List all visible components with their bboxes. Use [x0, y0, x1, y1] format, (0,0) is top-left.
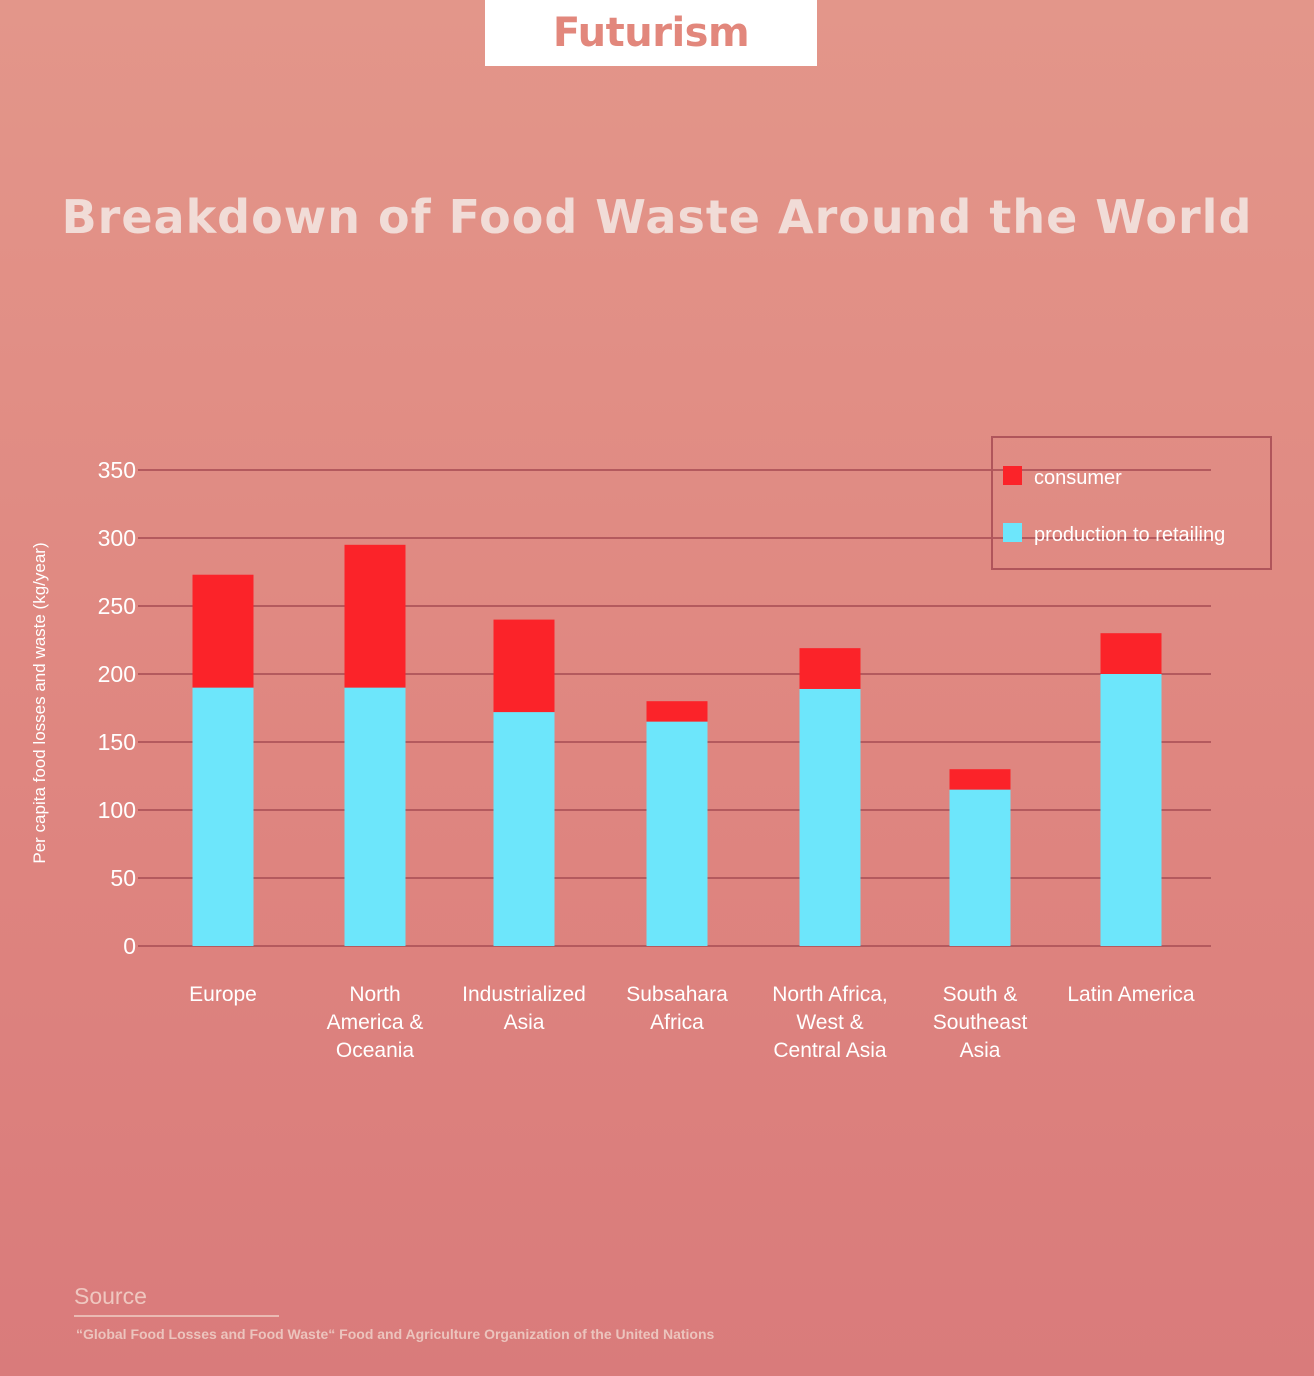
x-category-label-line: Oceania — [336, 1039, 415, 1062]
logo-text: Futurism — [552, 10, 750, 56]
x-category-label-line: Industrialized — [462, 983, 586, 1006]
x-category-label-line: Latin America — [1067, 983, 1195, 1006]
x-category-label: Industrialized Asia — [462, 983, 586, 1034]
legend-swatch-production — [1003, 523, 1022, 542]
bar-production — [799, 688, 861, 946]
y-axis-label: Per capita food losses and waste (kg/yea… — [30, 542, 49, 863]
y-tick-label: 350 — [98, 457, 136, 483]
x-category-label-line: Asia — [504, 1011, 545, 1034]
x-category-label: South & Southeast Asia — [933, 983, 1028, 1062]
x-category-label: Latin America — [1067, 983, 1195, 1006]
source-divider — [74, 1315, 279, 1317]
legend-label: consumer — [1034, 467, 1122, 489]
bar-production — [646, 721, 708, 946]
legend-swatch-consumer — [1003, 466, 1022, 485]
x-category-label-line: Subsahara — [626, 983, 728, 1006]
y-tick-label: 250 — [98, 593, 136, 619]
bar-consumer — [949, 769, 1011, 790]
x-category-label-line: South & — [943, 983, 1018, 1006]
x-category-label-line: West & — [796, 1011, 863, 1034]
legend-box — [991, 436, 1272, 570]
y-tick-label: 150 — [98, 729, 136, 755]
y-tick-label: 0 — [123, 933, 136, 959]
x-category-label-line: Central Asia — [773, 1039, 887, 1062]
bar-consumer — [344, 544, 406, 688]
x-category-label-line: Asia — [960, 1039, 1001, 1062]
bar-consumer — [646, 701, 708, 722]
source-label: Source — [74, 1283, 147, 1309]
bar-consumer — [799, 648, 861, 689]
x-category-label-line: North Africa, — [772, 983, 888, 1006]
x-category-label-line: North — [349, 983, 400, 1006]
x-category-label-line: Europe — [189, 983, 257, 1006]
bar-consumer — [1100, 633, 1162, 674]
legend-label: production to retailing — [1034, 524, 1225, 546]
chart-title: Breakdown of Food Waste Around the World — [61, 190, 1253, 244]
y-tick-label: 100 — [98, 797, 136, 823]
y-tick-label: 300 — [98, 525, 136, 551]
bar-consumer — [493, 619, 555, 713]
y-tick-label: 200 — [98, 661, 136, 687]
y-tick-label: 50 — [110, 865, 136, 891]
x-category-label-line: Southeast — [933, 1011, 1028, 1034]
x-category-label-line: Africa — [650, 1011, 704, 1034]
bar-consumer — [192, 574, 254, 688]
bar-production — [344, 687, 406, 946]
bar-production — [192, 687, 254, 946]
logo: Futurism — [485, 0, 817, 66]
x-category-label: North Africa, West & Central Asia — [772, 983, 888, 1062]
bar-production — [949, 789, 1011, 946]
x-category-label-line: America & — [327, 1011, 424, 1034]
source-text: “Global Food Losses and Food Waste“ Food… — [76, 1326, 715, 1342]
x-category-label: Europe — [189, 983, 257, 1006]
bar-production — [1100, 674, 1162, 946]
bar-production — [493, 712, 555, 946]
x-category-label: Subsahara Africa — [626, 983, 728, 1034]
x-category-label: North America & Oceania — [327, 983, 424, 1062]
